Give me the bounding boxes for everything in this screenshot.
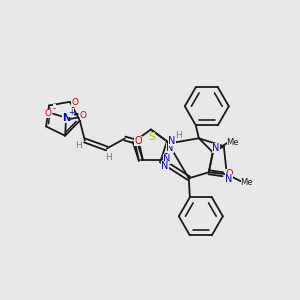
Text: N: N xyxy=(225,174,232,184)
Text: Me: Me xyxy=(226,138,239,147)
Text: N: N xyxy=(212,143,220,153)
Text: O: O xyxy=(71,98,78,107)
Text: N: N xyxy=(62,113,70,123)
Text: H: H xyxy=(75,141,82,150)
Text: +: + xyxy=(68,108,74,117)
Text: -: - xyxy=(52,104,56,113)
Text: Me: Me xyxy=(241,178,253,187)
Text: N: N xyxy=(161,161,169,171)
Text: O: O xyxy=(80,111,87,120)
Text: H: H xyxy=(105,153,112,162)
Text: N: N xyxy=(166,143,174,153)
Text: S: S xyxy=(148,131,155,142)
Text: N: N xyxy=(168,136,176,146)
Text: H: H xyxy=(176,131,182,140)
Text: N: N xyxy=(163,154,170,164)
Text: O: O xyxy=(225,169,232,179)
Text: O: O xyxy=(134,136,142,146)
Text: O: O xyxy=(45,109,52,118)
